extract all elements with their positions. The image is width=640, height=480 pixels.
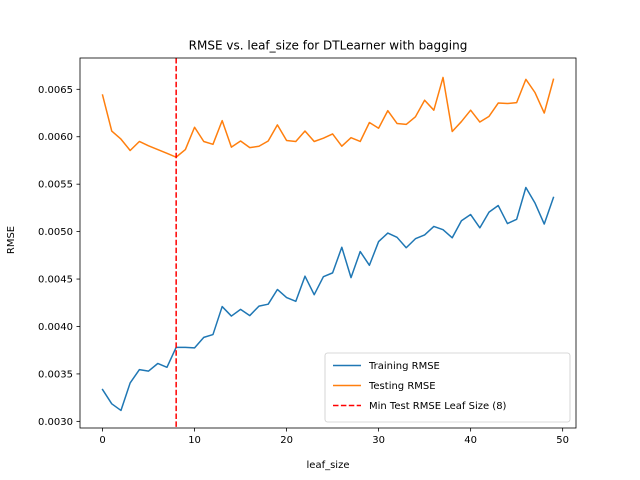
legend-label-training-rmse: Training RMSE <box>368 361 440 372</box>
y-tick-label: 0.0065 <box>38 85 73 96</box>
y-tick-label: 0.0050 <box>38 227 73 238</box>
y-tick-label: 0.0045 <box>38 275 73 286</box>
series-line-training-rmse <box>101 186 555 412</box>
plot-area <box>79 57 577 429</box>
legend-label-min-test-rmse: Min Test RMSE Leaf Size (8) <box>369 401 507 412</box>
y-tick-label: 0.0055 <box>38 180 73 191</box>
axes-frame <box>79 57 577 429</box>
x-axis: 0 10 20 30 40 50 <box>99 428 569 446</box>
x-tick-label: 0 <box>99 435 105 446</box>
y-tick-label: 0.0040 <box>38 322 73 333</box>
legend-label-testing-rmse: Testing RMSE <box>368 381 436 392</box>
series-line-testing-rmse <box>101 76 555 158</box>
x-tick-label: 50 <box>556 435 569 446</box>
y-tick-label: 0.0030 <box>38 417 73 428</box>
chart-title: RMSE vs. leaf_size for DTLearner with ba… <box>189 39 468 53</box>
legend-box <box>324 352 571 423</box>
y-axis-label: RMSE <box>6 226 17 254</box>
y-axis: 0.0030 0.0035 0.0040 0.0045 0.0050 0.0055 0.00… <box>38 85 80 428</box>
y-tick-label: 0.0035 <box>38 369 73 380</box>
x-tick-label: 40 <box>464 435 477 446</box>
x-axis-label: leaf_size <box>307 460 350 471</box>
x-tick-label: 20 <box>280 435 293 446</box>
x-tick-label: 10 <box>188 435 201 446</box>
legend: Training RMSE Testing RMSE Min Test RMSE L… <box>324 352 571 423</box>
y-tick-label: 0.0060 <box>38 132 73 143</box>
x-tick-label: 30 <box>372 435 385 446</box>
